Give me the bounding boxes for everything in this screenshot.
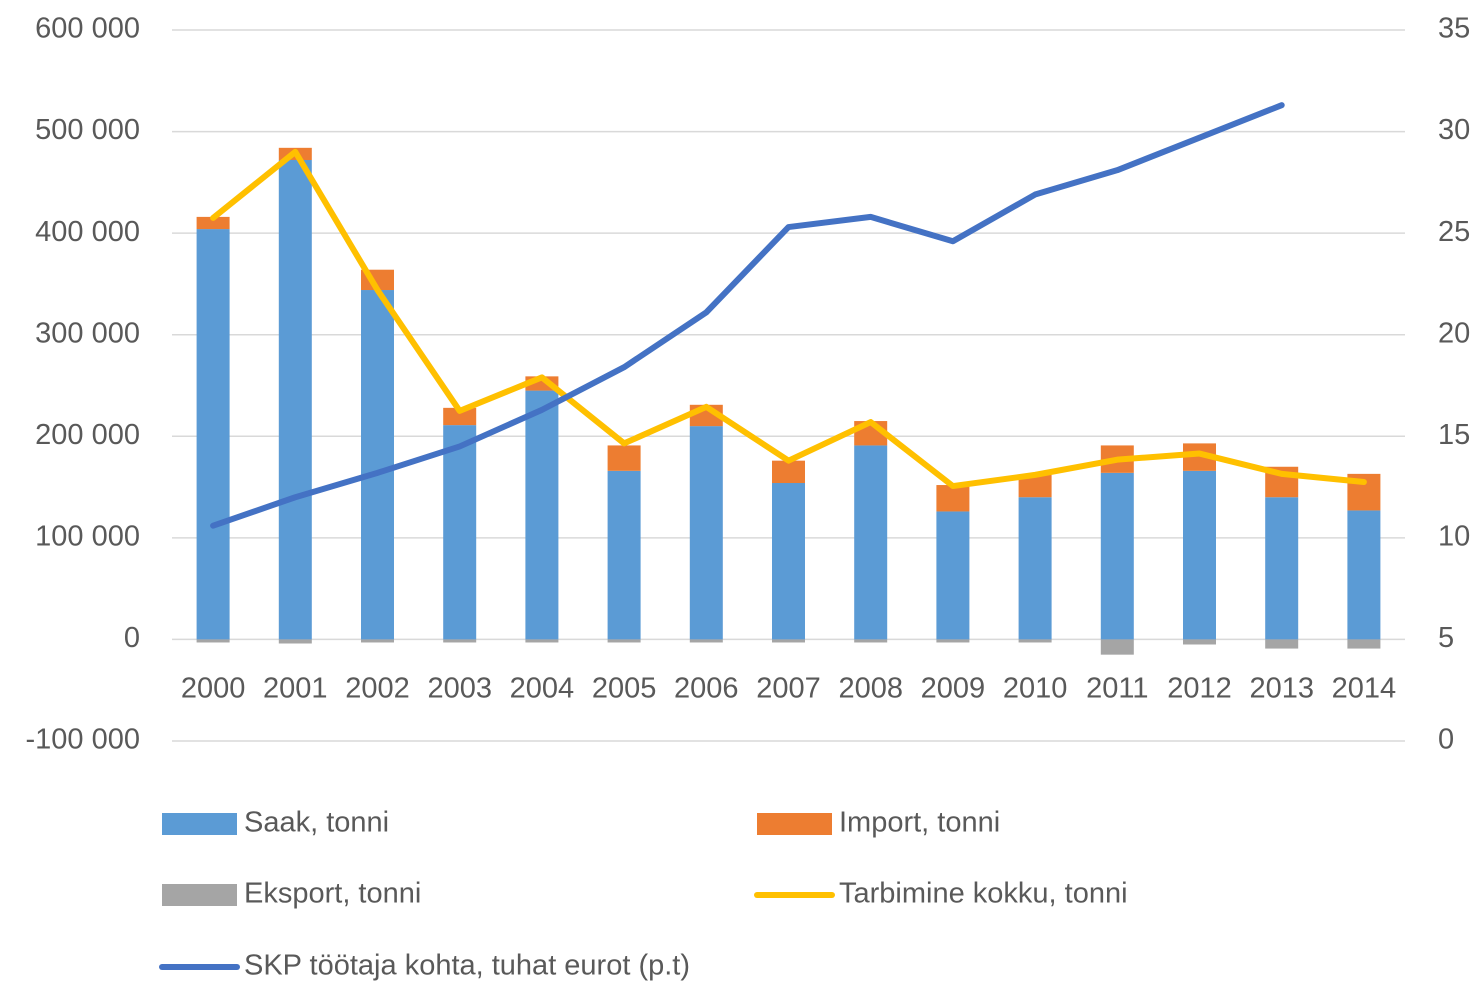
bar bbox=[607, 470, 641, 640]
x-tick-label: 2003 bbox=[427, 673, 492, 705]
y2-tick-label: 5 bbox=[1438, 622, 1454, 654]
bar bbox=[196, 639, 230, 643]
bar bbox=[1100, 472, 1134, 640]
line bbox=[210, 102, 1285, 529]
y-tick-label: 200 000 bbox=[35, 419, 140, 451]
legend-label: SKP töötaja kohta, tuhat eurot (p.t) bbox=[244, 950, 690, 982]
legend-swatch bbox=[162, 884, 237, 906]
x-tick-label: 2004 bbox=[510, 673, 575, 705]
x-tick-label: 2008 bbox=[838, 673, 903, 705]
bar bbox=[1265, 639, 1299, 649]
bar bbox=[361, 290, 394, 640]
x-tick-label: 2013 bbox=[1249, 673, 1314, 705]
bar bbox=[1347, 639, 1381, 649]
x-tick-label: 2007 bbox=[756, 673, 821, 705]
legend-swatch bbox=[162, 813, 237, 835]
bar bbox=[607, 639, 641, 643]
legend-label: Saak, tonni bbox=[244, 807, 389, 839]
x-tick-label: 2014 bbox=[1332, 673, 1397, 705]
bar bbox=[443, 639, 477, 643]
bar bbox=[1183, 639, 1216, 645]
bar bbox=[1018, 639, 1052, 643]
x-tick-label: 2001 bbox=[263, 673, 328, 705]
legend-swatch bbox=[757, 813, 832, 835]
line bbox=[210, 148, 1367, 490]
y2-tick-label: 15 bbox=[1438, 419, 1470, 451]
x-tick-label: 2005 bbox=[592, 673, 657, 705]
y2-tick-label: 10 bbox=[1438, 521, 1470, 553]
bar bbox=[278, 639, 312, 644]
bar bbox=[772, 483, 805, 640]
bar bbox=[1347, 510, 1381, 640]
bar bbox=[1100, 639, 1134, 655]
x-tick-label: 2006 bbox=[674, 673, 739, 705]
bar bbox=[443, 425, 477, 640]
bar bbox=[1018, 474, 1052, 498]
x-tick-label: 2010 bbox=[1003, 673, 1068, 705]
legend-label: Tarbimine kokku, tonni bbox=[839, 878, 1128, 910]
x-tick-label: 2000 bbox=[181, 673, 246, 705]
y-tick-label: 500 000 bbox=[35, 114, 140, 146]
bar bbox=[1265, 497, 1299, 640]
bar bbox=[361, 639, 394, 643]
bar bbox=[854, 639, 888, 643]
y2-tick-label: 20 bbox=[1438, 317, 1470, 349]
bar bbox=[689, 639, 723, 643]
legend-label: Import, tonni bbox=[839, 807, 1000, 839]
y-tick-label: 600 000 bbox=[35, 13, 140, 45]
y2-tick-label: 30 bbox=[1438, 114, 1470, 146]
bar bbox=[278, 160, 312, 640]
x-tick-label: 2011 bbox=[1086, 673, 1148, 705]
bar bbox=[1183, 470, 1216, 640]
bar bbox=[525, 639, 559, 643]
bar bbox=[196, 229, 230, 640]
bar bbox=[936, 511, 970, 640]
bar bbox=[689, 426, 723, 640]
bar bbox=[772, 639, 805, 643]
bar bbox=[1018, 497, 1052, 640]
y-tick-label: 400 000 bbox=[35, 216, 140, 248]
x-tick-label: 2002 bbox=[345, 673, 410, 705]
bar bbox=[936, 639, 970, 643]
bar bbox=[525, 390, 559, 640]
x-tick-label: 2012 bbox=[1167, 673, 1232, 705]
bar bbox=[443, 407, 477, 426]
y-tick-label: 100 000 bbox=[35, 521, 140, 553]
y2-tick-label: 25 bbox=[1438, 216, 1470, 248]
bar bbox=[607, 445, 641, 471]
bar bbox=[936, 485, 970, 512]
y-tick-label: -100 000 bbox=[26, 724, 141, 756]
y2-tick-label: 35 bbox=[1438, 13, 1470, 45]
bar bbox=[854, 445, 888, 640]
y-tick-label: 0 bbox=[124, 622, 140, 654]
x-tick-label: 2009 bbox=[921, 673, 986, 705]
legend-label: Eksport, tonni bbox=[244, 878, 421, 910]
y2-tick-label: 0 bbox=[1438, 724, 1454, 756]
bar bbox=[196, 216, 230, 230]
bar bbox=[772, 460, 805, 484]
y-tick-label: 300 000 bbox=[35, 317, 140, 349]
